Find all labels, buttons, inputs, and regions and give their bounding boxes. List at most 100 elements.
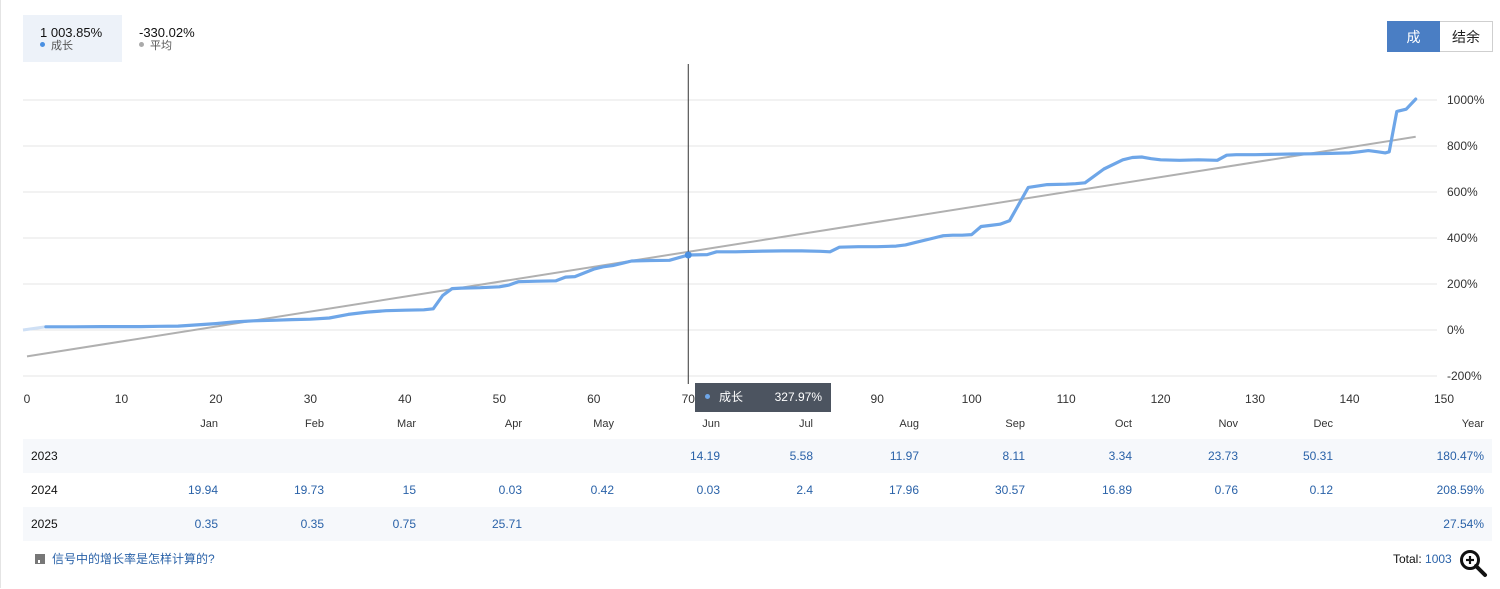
x-tick-label: 130	[1245, 392, 1265, 406]
summary-growth-value: 1 003.85%	[40, 25, 103, 40]
month-value[interactable]: 0.35	[300, 517, 324, 531]
month-header: Jul	[798, 418, 813, 430]
month-value[interactable]: 3.34	[1108, 449, 1132, 463]
crosshair-point	[684, 251, 692, 259]
summary-growth[interactable]: 1 003.85% 成长	[23, 15, 122, 62]
month-value[interactable]: 30.57	[994, 483, 1025, 497]
summary-average-value: -330.02%	[139, 25, 195, 40]
x-tick-label: 0	[24, 392, 31, 406]
x-tick-label: 20	[209, 392, 223, 406]
chart-tooltip: 成长 327.97%	[695, 383, 831, 412]
month-value[interactable]: 8.11	[1002, 449, 1025, 463]
month-value[interactable]: 14.19	[689, 449, 720, 463]
summary-average[interactable]: -330.02% 平均	[122, 15, 212, 62]
growth-dot-icon	[40, 42, 45, 47]
y-tick-label: 400%	[1447, 231, 1478, 245]
month-header: Jan	[200, 418, 218, 430]
month-value[interactable]: 0.76	[1214, 483, 1238, 497]
month-header: Nov	[1218, 418, 1238, 430]
summary-average-label: 平均	[150, 40, 172, 52]
month-value[interactable]: 23.73	[1207, 449, 1238, 463]
y-tick-label: 800%	[1447, 139, 1478, 153]
help-link[interactable]: 信号中的增长率是怎样计算的?	[35, 550, 215, 567]
growth-chart[interactable]: 1000% 800% 600% 400% 200% 0% -200% 0 10 20 30 40 50…	[0, 0, 1500, 410]
x-tick-label: 110	[1057, 392, 1076, 406]
month-value[interactable]: 19.73	[293, 483, 324, 497]
monthly-returns-table: Jan Feb Mar Apr May Jun Jul Aug Sep Oct Nov Dec Year…	[23, 414, 1492, 541]
growth-series-lead	[22, 325, 47, 332]
y-tick-label: 200%	[1447, 277, 1478, 291]
table-row: 2025 0.35 0.35 0.75 25.71 27.54%	[23, 507, 1492, 541]
question-square-icon	[35, 553, 45, 564]
tooltip-dot-icon	[705, 394, 710, 399]
month-value[interactable]: 11.97	[889, 449, 919, 463]
year-total-header: Year	[1461, 418, 1484, 430]
month-header: Feb	[305, 418, 324, 430]
month-value[interactable]: 0.75	[392, 517, 416, 531]
grid-lines	[23, 99, 1437, 377]
x-tick-label: 150	[1434, 392, 1454, 406]
month-value[interactable]: 5.58	[789, 449, 813, 463]
summary-average-label-wrap: 平均	[139, 40, 195, 53]
row-year: 2023	[31, 449, 58, 463]
series-layer	[22, 97, 1418, 358]
summary-growth-label-wrap: 成长	[40, 40, 105, 53]
table-row: 2023 14.19 5.58 11.97 8.11 3.34 23.73 50.31 180.…	[23, 439, 1492, 473]
month-header: Aug	[899, 418, 919, 430]
row-year: 2025	[31, 517, 58, 531]
month-value[interactable]: 0.42	[590, 483, 614, 497]
month-value[interactable]: 50.31	[1302, 449, 1333, 463]
month-value[interactable]: 0.03	[696, 483, 720, 497]
summary-bar: 1 003.85% 成长 -330.02% 平均	[23, 15, 212, 62]
month-value[interactable]: 0.35	[194, 517, 218, 531]
year-total-value[interactable]: 180.47%	[1436, 449, 1484, 463]
total-value[interactable]: 1003	[1425, 552, 1452, 566]
growth-toggle-button[interactable]: 成长	[1387, 21, 1440, 76]
summary-growth-label: 成长	[51, 40, 73, 52]
month-value[interactable]: 25.71	[491, 517, 522, 531]
month-value[interactable]: 15	[402, 483, 416, 497]
month-value[interactable]: 19.94	[187, 483, 218, 497]
month-header: Oct	[1114, 418, 1132, 430]
x-tick-label: 30	[304, 392, 318, 406]
x-tick-label: 50	[493, 392, 507, 406]
month-header: Mar	[397, 418, 416, 430]
table-header-row: Jan Feb Mar Apr May Jun Jul Aug Sep Oct Nov Dec Year	[23, 414, 1492, 439]
month-value[interactable]: 0.03	[498, 483, 522, 497]
growth-series-line	[44, 97, 1418, 329]
y-tick-label: 0%	[1447, 323, 1465, 337]
x-axis-ticks: 0102030405060708090100110120130140150	[24, 392, 1455, 406]
x-tick-label: 60	[587, 392, 601, 406]
year-total-value[interactable]: 27.54%	[1443, 517, 1484, 531]
month-value[interactable]: 17.96	[888, 483, 919, 497]
month-value[interactable]: 0.12	[1309, 483, 1333, 497]
balance-toggle-button[interactable]: 结余	[1440, 21, 1493, 52]
month-header: Apr	[504, 418, 522, 430]
month-value[interactable]: 16.89	[1101, 483, 1132, 497]
zoom-in-magnifier-icon[interactable]	[1458, 548, 1488, 578]
tooltip-label: 成长	[719, 390, 744, 404]
x-tick-label: 70	[682, 392, 696, 406]
month-header: May	[593, 418, 614, 430]
x-tick-label: 90	[871, 392, 885, 406]
y-axis-ticks: 1000% 800% 600% 400% 200% 0% -200%	[1447, 93, 1485, 383]
view-toggle: 成长 结余	[1387, 21, 1493, 76]
average-dot-icon	[139, 42, 144, 47]
x-tick-label: 140	[1340, 392, 1360, 406]
x-tick-label: 120	[1151, 392, 1171, 406]
help-link-text[interactable]: 信号中的增长率是怎样计算的?	[52, 552, 215, 566]
y-tick-label: -200%	[1447, 369, 1482, 383]
tooltip-value: 327.97%	[774, 390, 822, 404]
total-label: Total:	[1393, 552, 1422, 566]
month-header: Jun	[702, 418, 720, 430]
table-row: 2024 19.94 19.73 15 0.03 0.42 0.03 2.4 17.96 30.5…	[23, 473, 1492, 507]
month-value[interactable]: 2.4	[796, 483, 813, 497]
month-header: Dec	[1313, 418, 1333, 430]
x-tick-label: 40	[398, 392, 412, 406]
x-tick-label: 10	[115, 392, 129, 406]
year-total-value[interactable]: 208.59%	[1436, 483, 1484, 497]
total-summary: Total: 1003	[1393, 552, 1452, 566]
x-tick-label: 100	[962, 392, 982, 406]
y-tick-label: 1000%	[1447, 93, 1485, 107]
